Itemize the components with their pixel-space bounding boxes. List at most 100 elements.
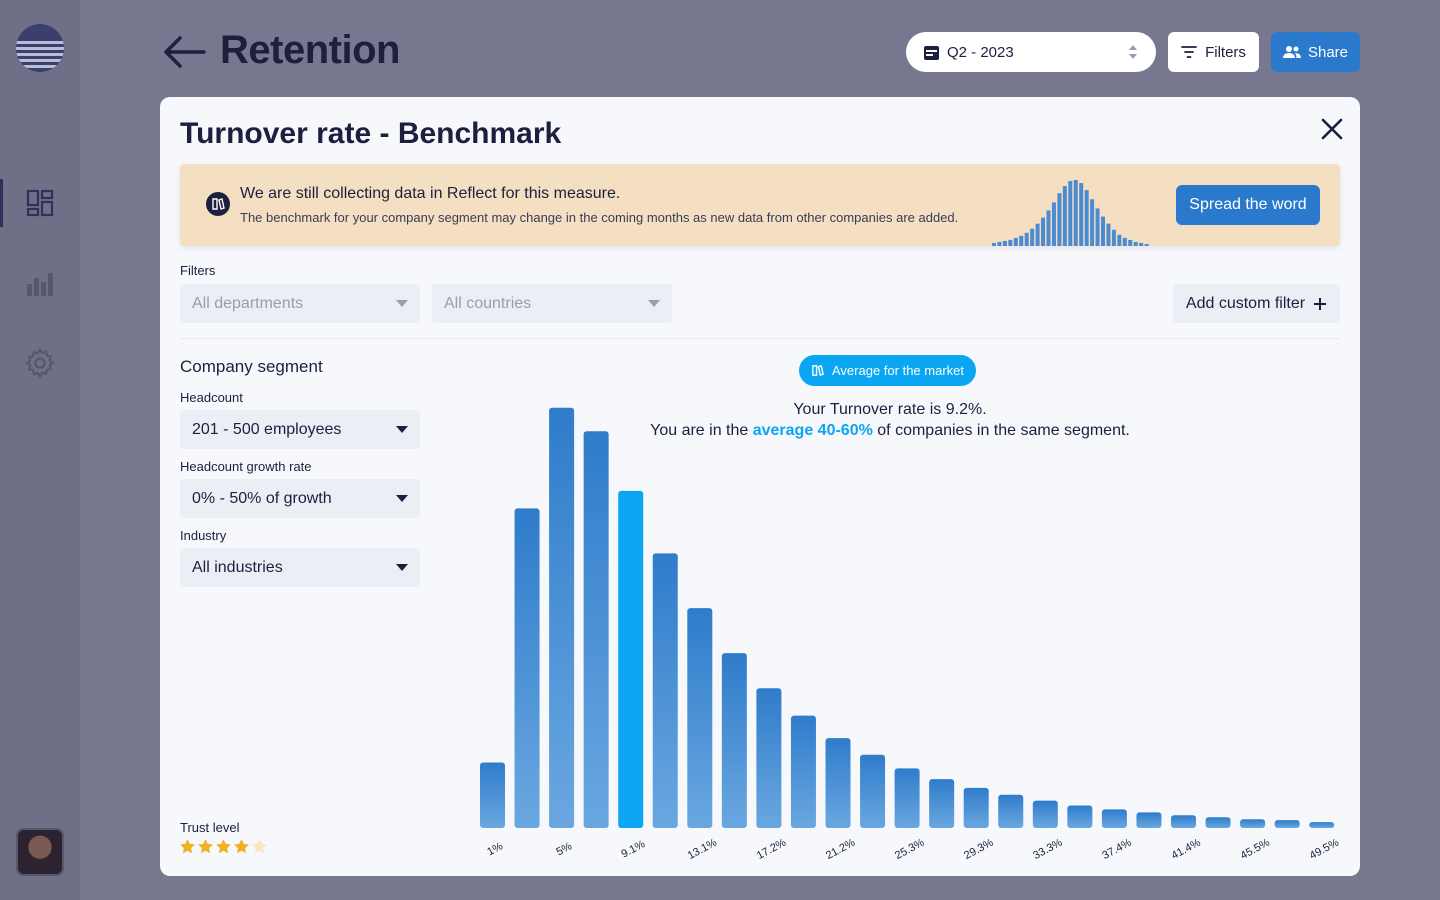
chart-bar[interactable] <box>549 407 575 828</box>
trust-stars <box>179 838 269 855</box>
mini-histogram-bar <box>1106 223 1111 246</box>
chart-bar[interactable] <box>480 762 505 828</box>
mini-histogram-bar <box>1095 208 1100 246</box>
chart-bar[interactable] <box>514 508 540 828</box>
chart-bar[interactable] <box>894 768 920 828</box>
star-empty-icon <box>252 839 267 854</box>
x-tick-label: 9.1% <box>619 838 647 860</box>
period-select[interactable]: Q2 - 2023 <box>906 32 1156 72</box>
star-filled-icon <box>216 839 231 854</box>
caret-down-icon <box>396 495 408 502</box>
x-tick-label: 13.1% <box>686 837 719 862</box>
chart-bar[interactable] <box>1274 820 1300 828</box>
chart-bar[interactable] <box>1309 822 1335 828</box>
chart-bar[interactable] <box>1205 817 1231 828</box>
sort-icon <box>1129 45 1137 59</box>
x-tick-label: 1% <box>485 840 505 858</box>
chart-bar[interactable] <box>860 754 886 828</box>
x-tick-label: 37.4% <box>1100 837 1133 862</box>
share-button-label: Share <box>1307 43 1349 61</box>
chart-bar[interactable] <box>1171 815 1196 828</box>
trust-level-label: Trust level <box>180 820 240 835</box>
arrow-left-icon <box>164 36 206 68</box>
x-tick-label: 21.2% <box>824 837 857 862</box>
mini-histogram-bar <box>1068 181 1073 246</box>
chart-bar[interactable] <box>583 431 609 828</box>
departments-select[interactable]: All departments <box>180 284 420 323</box>
mini-histogram-bar <box>1101 216 1105 246</box>
chart-bar[interactable] <box>1136 812 1162 828</box>
x-tick-label: 25.3% <box>893 837 926 862</box>
mini-histogram-bar <box>1051 202 1056 246</box>
chart-bar[interactable] <box>998 794 1024 828</box>
filters-button-label: Filters <box>1205 43 1246 61</box>
calendar-icon <box>924 45 939 60</box>
user-avatar[interactable] <box>16 828 64 876</box>
filters-label: Filters <box>180 263 216 278</box>
mini-histogram-bar <box>1079 183 1084 246</box>
headcount-value: 201 - 500 employees <box>192 420 342 438</box>
users-icon <box>1282 46 1301 58</box>
mini-histogram-bar <box>1013 237 1018 246</box>
app-logo[interactable] <box>16 24 64 72</box>
benchmark-modal: Turnover rate - Benchmark We are still c… <box>160 97 1360 876</box>
mini-histogram-bar <box>1144 243 1149 246</box>
chart-bar[interactable] <box>1101 809 1127 828</box>
page-title: Retention <box>220 28 400 72</box>
mini-histogram-bar <box>1084 190 1089 246</box>
chart-bar[interactable] <box>825 738 851 828</box>
chart-bar[interactable] <box>929 779 955 828</box>
mini-histogram-bar <box>1008 239 1013 246</box>
filters-button[interactable]: Filters <box>1168 32 1259 72</box>
back-button[interactable] <box>162 34 206 75</box>
mini-histogram-bar <box>1117 234 1122 246</box>
dashboard-icon <box>26 189 54 217</box>
headcount-label: Headcount <box>180 390 243 405</box>
growth-select[interactable]: 0% - 50% of growth <box>180 479 420 518</box>
mini-histogram-bar <box>1133 241 1138 246</box>
chart-bar[interactable] <box>652 553 678 828</box>
nav-dashboard[interactable] <box>0 179 80 227</box>
mini-histogram-bar <box>1062 186 1067 246</box>
mini-histogram-bar <box>1111 229 1116 246</box>
add-custom-filter-label: Add custom filter <box>1185 294 1306 312</box>
close-button[interactable] <box>1320 117 1344 141</box>
nav-settings[interactable] <box>0 339 80 387</box>
market-average-pill[interactable]: Average for the market <box>799 355 976 386</box>
book-icon <box>206 192 230 216</box>
book-icon <box>812 364 824 377</box>
growth-value: 0% - 50% of growth <box>192 489 332 507</box>
chart-bar[interactable] <box>1032 800 1058 828</box>
nav-analytics[interactable] <box>0 259 80 307</box>
spread-the-word-button[interactable]: Spread the word <box>1176 185 1320 225</box>
x-tick-label: 45.5% <box>1239 837 1272 862</box>
market-average-label: Average for the market <box>832 363 964 378</box>
industry-select[interactable]: All industries <box>180 548 420 587</box>
share-button[interactable]: Share <box>1271 32 1360 72</box>
chart-bar[interactable] <box>618 490 644 828</box>
headcount-select[interactable]: 201 - 500 employees <box>180 410 420 449</box>
plus-icon <box>1314 297 1327 310</box>
add-custom-filter-button[interactable]: Add custom filter <box>1173 284 1340 323</box>
star-filled-icon <box>234 839 249 854</box>
chart-bar[interactable] <box>687 608 713 828</box>
countries-select[interactable]: All countries <box>432 284 672 323</box>
mini-histogram-bar <box>1090 199 1095 246</box>
banner-subtitle: The benchmark for your company segment m… <box>240 210 959 225</box>
caret-down-icon <box>648 300 660 307</box>
chart-bar[interactable] <box>756 688 782 828</box>
star-filled-icon <box>180 839 195 854</box>
modal-title: Turnover rate - Benchmark <box>180 117 562 150</box>
mini-histogram-bar <box>1024 232 1029 246</box>
chart-bar[interactable] <box>1067 805 1093 828</box>
chart-bar[interactable] <box>1240 819 1266 828</box>
mini-histogram-bar <box>1073 180 1078 246</box>
chart-bar[interactable] <box>721 653 747 828</box>
period-value: Q2 - 2023 <box>947 43 1014 61</box>
summary-line-2: You are in the average 40-60% of compani… <box>650 422 1130 439</box>
mini-histogram-bar <box>1019 235 1024 246</box>
chart-bar[interactable] <box>790 715 816 828</box>
x-tick-label: 33.3% <box>1031 837 1064 862</box>
mini-histogram-bar <box>997 241 1002 246</box>
chart-bar[interactable] <box>963 787 989 828</box>
